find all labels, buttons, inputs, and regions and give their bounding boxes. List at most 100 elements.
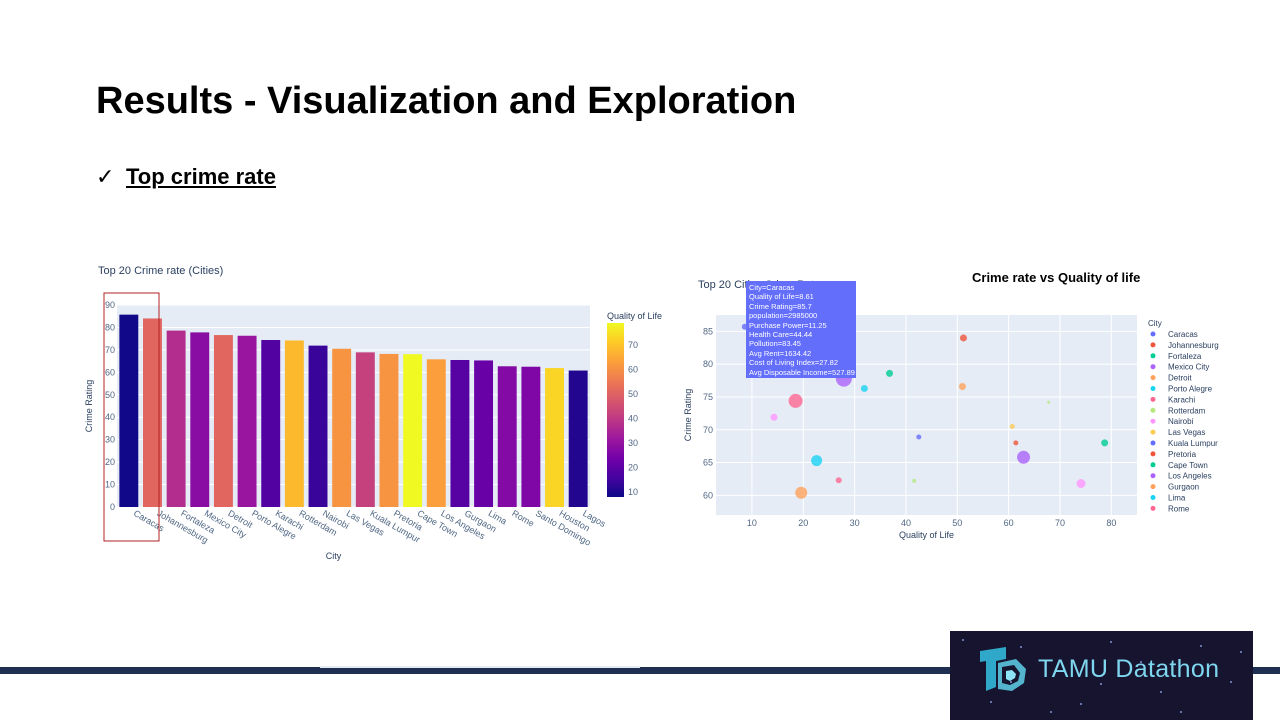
point-detroit [958,382,966,390]
bar-ytick-label: 0 [110,502,115,512]
bar-ytick-label: 90 [105,300,115,310]
scatter-ytick-label: 65 [703,458,713,468]
legend-item: Lima [1168,494,1186,503]
tooltip-line: Health Care=44.44 [749,330,813,340]
legend-marker [1150,451,1156,457]
bar-xtick-label: Rome [510,508,536,529]
star-decoration [1050,711,1052,713]
point-rome [835,477,842,484]
scatter-ytick-label: 70 [703,425,713,435]
legend-item: Los Angeles [1168,472,1212,481]
bar-plot-area [117,305,590,507]
colorbar-tick-label: 60 [628,365,638,375]
bar-fortaleza [166,330,186,507]
bar-detroit [213,335,233,507]
bar-ytick-label: 60 [105,367,115,377]
star-decoration [1180,711,1182,713]
bar-ytick-label: 30 [105,435,115,445]
point-lima [811,455,823,467]
tooltip-line: City=Caracas [749,283,795,292]
legend-item: Gurgaon [1168,483,1199,492]
legend-marker [1150,353,1156,359]
legend-marker [1150,407,1156,413]
bar-y-axis-title: Crime Rating [84,380,94,433]
hover-tooltip: City=Caracas Quality of Life=8.61 Crime Ra… [746,281,856,378]
star-decoration [1110,641,1112,643]
bar-cape-town [403,354,423,507]
tooltip-line: Quality of Life=8.61 [749,292,814,302]
point-kuala-lumpur [916,434,922,440]
legend-item: Karachi [1168,395,1195,404]
star-decoration [1010,681,1012,683]
footer-accent [320,666,640,668]
scatter-xtick-label: 60 [1004,518,1014,528]
legend-item: Johannesburg [1168,341,1219,350]
scatter-ytick-label: 80 [703,359,713,369]
bar-rome [497,366,517,507]
point-johannesburg [959,334,967,342]
tooltip-line: Purchase Power=11.25 [749,320,827,330]
tooltip-line: Cost of Living Index=27.82 [749,358,839,368]
legend-marker [1150,462,1156,468]
colorbar-title: Quality of Life [607,311,662,321]
star-decoration [1080,703,1082,705]
legend-title: City [1148,319,1162,328]
point-fortaleza [886,369,894,377]
bar-ytick-label: 10 [105,480,115,490]
star-decoration [1100,683,1102,685]
legend-marker [1150,473,1156,479]
legend-item: Nairobi [1168,417,1194,426]
colorbar-tick-label: 30 [628,438,638,448]
bar-mexico-city [190,332,210,507]
scatter-xtick-label: 20 [798,518,808,528]
point-pretoria [1013,440,1019,446]
scatter-xtick-label: 80 [1106,518,1116,528]
legend-item: Detroit [1168,374,1192,383]
legend-marker [1150,484,1156,490]
footer-bar [0,667,1280,674]
colorbar-tick-label: 20 [628,463,638,473]
scatter-ytick-label: 75 [703,392,713,402]
bar-chart-title: Top 20 Crime rate (Cities) [98,265,223,277]
star-decoration [1240,651,1242,653]
legend-marker [1150,386,1156,391]
legend-marker [1150,495,1156,500]
bar-ytick-label: 50 [105,390,115,400]
point-nairobi [770,413,778,421]
tooltip-line: Pollution=83.45 [749,339,801,349]
colorbar-tick-label: 10 [628,487,638,497]
colorbar [607,323,624,497]
colorbar-tick-label: 70 [628,340,638,350]
bar-ytick-label: 40 [105,412,115,422]
legend-item: Caracas [1168,330,1198,339]
bar-houston [545,368,564,507]
bar-las-vegas [332,348,352,507]
logo-text: TAMU Datathon [1038,655,1220,683]
bar-karachi [261,340,281,507]
bar-santo-domingo [521,366,541,507]
bar-ytick-label: 80 [105,322,115,332]
legend-marker [1150,505,1156,511]
point-las-vegas [1009,423,1015,429]
highlight-box [103,292,160,542]
bar-ytick-label: 70 [105,345,115,355]
scatter-y-axis-title: Crime Rating [683,389,693,442]
bar-los-angeles [426,359,446,507]
legend-item: Las Vegas [1168,428,1205,437]
point-karachi [788,393,803,408]
scatter-xtick-label: 40 [901,518,911,528]
checkmark-icon: ✓ [96,164,115,189]
legend-marker [1150,418,1156,424]
bar-lima [474,360,494,507]
bar-nairobi [308,345,328,507]
scatter-xtick-label: 70 [1055,518,1065,528]
point-porto-alegre [860,384,868,392]
bar-johannesburg [143,318,162,507]
legend-item: Mexico City [1168,363,1209,372]
bar-kuala-lumpur [355,352,375,507]
bar-ytick-label: 20 [105,457,115,467]
scatter-ytick-label: 60 [703,490,713,500]
star-decoration [1200,645,1202,647]
star-decoration [1140,661,1142,663]
star-decoration [962,639,964,641]
